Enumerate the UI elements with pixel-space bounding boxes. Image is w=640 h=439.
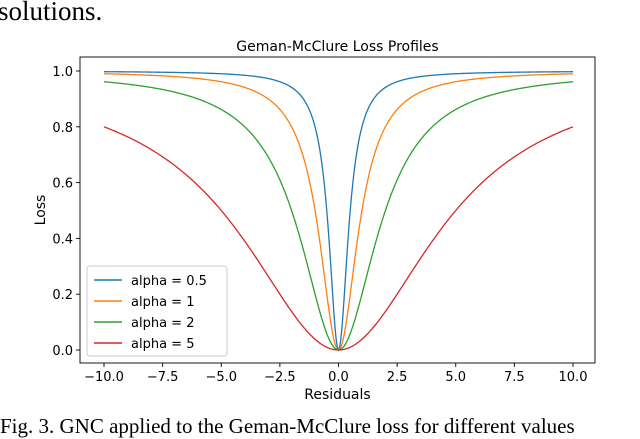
y-ticks: 0.0 0.2 0.4 0.6 0.8 1.0 bbox=[52, 65, 80, 359]
x-tick-label: −10.0 bbox=[84, 370, 124, 385]
x-tick-label: 5.0 bbox=[445, 370, 466, 385]
x-tick-label: 7.5 bbox=[504, 370, 525, 385]
x-tick-label: −2.5 bbox=[264, 370, 296, 385]
loss-profile-chart: −10.0 −7.5 −5.0 −2.5 0.0 2.5 5.0 7.5 10.0 0.0 0.2… bbox=[33, 39, 596, 403]
x-tick-label: 0.0 bbox=[328, 370, 349, 385]
legend-label: alpha = 1 bbox=[131, 295, 194, 310]
x-tick-label: −7.5 bbox=[147, 370, 179, 385]
figure-caption: Fig. 3. GNC applied to the Geman-McClure… bbox=[0, 414, 575, 438]
legend-label: alpha = 5 bbox=[131, 337, 194, 352]
y-tick-label: 0.8 bbox=[52, 121, 73, 136]
plot-frame bbox=[79, 56, 596, 364]
chart-title: Geman-McClure Loss Profiles bbox=[236, 39, 438, 55]
curves-layer bbox=[103, 71, 574, 352]
legend-label: alpha = 2 bbox=[131, 316, 194, 331]
y-tick-label: 1.0 bbox=[52, 65, 73, 80]
x-tick-label: −5.0 bbox=[205, 370, 237, 385]
y-tick-label: 0.4 bbox=[52, 232, 73, 247]
legend: alpha = 0.5 alpha = 1 alpha = 2 alpha = 5 bbox=[86, 265, 228, 357]
y-axis-label: Loss bbox=[33, 195, 49, 226]
legend-box bbox=[86, 265, 228, 357]
y-tick-label: 0.6 bbox=[52, 177, 73, 192]
y-tick-label: 0.2 bbox=[52, 288, 73, 303]
x-axis-label: Residuals bbox=[304, 387, 370, 403]
series-line-4 bbox=[103, 126, 574, 351]
x-tick-label: 2.5 bbox=[387, 370, 408, 385]
y-tick-label: 0.0 bbox=[52, 344, 73, 359]
preceding-text: solutions. bbox=[0, 0, 103, 26]
x-ticks: −10.0 −7.5 −5.0 −2.5 0.0 2.5 5.0 7.5 10.0 bbox=[84, 363, 587, 385]
legend-label: alpha = 0.5 bbox=[131, 274, 207, 289]
x-tick-label: 10.0 bbox=[559, 370, 588, 385]
